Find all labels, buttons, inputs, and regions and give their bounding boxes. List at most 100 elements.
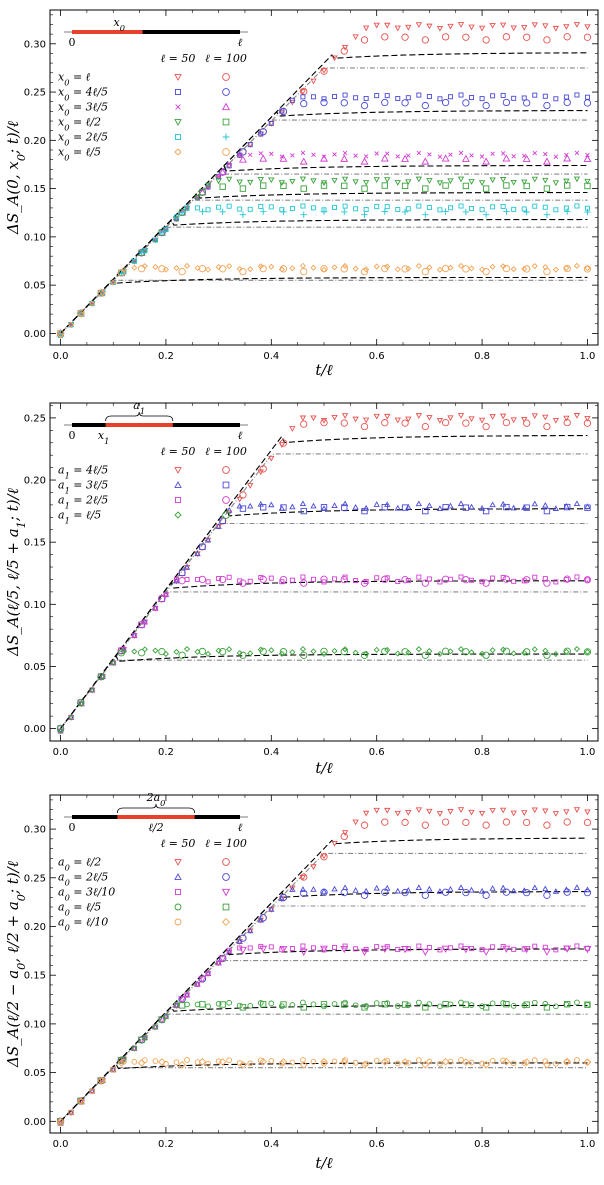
theory-dashed-line: [60, 837, 588, 1122]
data-point: [320, 208, 328, 215]
data-point: [457, 413, 465, 419]
data-point: [373, 177, 380, 183]
data-point: [502, 98, 511, 107]
data-point: [523, 888, 531, 897]
data-point: [510, 1060, 517, 1067]
data-point: [373, 263, 380, 270]
data-point: [523, 504, 530, 511]
data-point: [278, 1060, 285, 1067]
legend-entry-label: a1 = 4ℓ/5: [58, 464, 108, 481]
data-point: [457, 500, 465, 507]
data-point: [490, 204, 496, 210]
data-point: [247, 1002, 254, 1009]
data-point: [247, 578, 253, 584]
data-point: [299, 646, 306, 653]
data-point: [502, 818, 511, 826]
data-point: [416, 92, 422, 98]
data-point: [469, 946, 475, 952]
data-point: [289, 886, 296, 892]
data-point: [320, 68, 328, 74]
data-point: [381, 208, 388, 215]
legend-marker: [174, 889, 181, 896]
data-point: [421, 422, 429, 431]
data-point: [441, 264, 450, 273]
data-point: [521, 1060, 528, 1066]
data-point: [502, 418, 511, 427]
data-point: [310, 864, 317, 870]
data-point: [552, 1060, 559, 1067]
data-point: [352, 819, 359, 826]
data-point: [194, 195, 201, 201]
data-point: [279, 945, 288, 954]
data-point: [363, 154, 369, 159]
data-point: [521, 95, 527, 101]
data-point: [415, 176, 423, 183]
data-point: [340, 946, 349, 954]
data-point: [573, 807, 581, 813]
data-point: [437, 579, 443, 585]
data-point: [320, 1001, 328, 1008]
data-point: [478, 25, 486, 32]
data-point: [553, 154, 559, 159]
data-point: [584, 415, 591, 422]
data-point: [340, 154, 349, 162]
data-point: [462, 1058, 470, 1066]
theory-dashed-line: [60, 164, 588, 334]
data-point: [173, 648, 180, 655]
data-point: [342, 92, 348, 98]
data-point: [563, 575, 571, 583]
data-point: [178, 577, 186, 585]
data-point: [363, 579, 369, 584]
data-point: [543, 211, 551, 218]
data-point: [361, 1004, 368, 1011]
data-point: [340, 265, 348, 273]
data-point: [320, 505, 328, 511]
y-tick-label: 0.20: [24, 136, 46, 147]
data-point: [300, 420, 308, 428]
legend-entry-label: a0 = 2ℓ/5: [58, 871, 108, 888]
data-point: [289, 179, 296, 185]
data-point: [381, 504, 388, 511]
legend-header-col1: ℓ = 50: [161, 52, 196, 65]
data-point: [279, 893, 288, 902]
x-tick-label: 0.4: [263, 351, 279, 362]
data-point: [178, 267, 186, 276]
data-point: [510, 650, 517, 657]
data-point: [384, 151, 390, 156]
data-point: [97, 673, 105, 681]
data-point: [584, 1001, 591, 1008]
data-point: [553, 579, 559, 585]
series-3: [56, 574, 592, 734]
data-point: [489, 414, 496, 420]
data-point: [462, 99, 470, 107]
data-point: [523, 208, 530, 216]
data-point: [457, 646, 465, 653]
data-point: [178, 1002, 186, 1009]
data-point: [117, 647, 125, 655]
legend-marker: [174, 133, 181, 140]
data-point: [195, 205, 201, 211]
legend-marker: [174, 511, 182, 519]
data-point: [374, 204, 380, 210]
data-point: [163, 1013, 169, 1020]
legend-marker: [222, 496, 230, 504]
data-point: [173, 214, 179, 220]
data-point: [543, 507, 551, 515]
data-point: [502, 154, 511, 162]
data-point: [461, 946, 470, 954]
data-point: [447, 809, 454, 815]
data-point: [341, 1001, 348, 1008]
data-point: [110, 279, 117, 286]
data-point: [259, 264, 267, 273]
legend-marker: [222, 481, 230, 489]
data-point: [289, 265, 296, 272]
data-point: [457, 22, 465, 28]
data-point: [563, 818, 571, 826]
legend-marker: [222, 118, 230, 126]
data-point: [531, 413, 538, 420]
data-point: [552, 811, 560, 817]
data-point: [406, 153, 411, 158]
data-point: [543, 267, 551, 276]
theory-dashed-line: [60, 891, 588, 1122]
data-point: [163, 226, 169, 232]
